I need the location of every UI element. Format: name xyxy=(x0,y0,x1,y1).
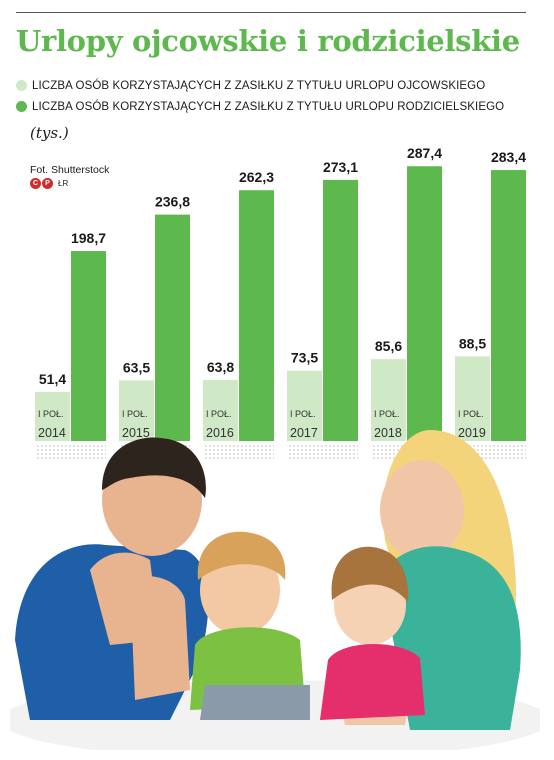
legend-label-paternity: LICZBA OSÓB KORZYSTAJĄCYCH Z ZASIŁKU Z T… xyxy=(32,79,486,92)
parental-bar-2015 xyxy=(155,214,190,441)
family-photo xyxy=(10,430,540,750)
legend-label-parental: LICZBA OSÓB KORZYSTAJĄCYCH Z ZASIŁKU Z T… xyxy=(32,100,505,113)
dotted-stripe-2016 xyxy=(203,444,274,460)
legend-dot-light-green-icon xyxy=(16,80,27,91)
legend-item-parental: LICZBA OSÓB KORZYSTAJĄCYCH Z ZASIŁKU Z T… xyxy=(16,96,536,117)
chart-title: Urlopy ojcowskie i rodzicielskie xyxy=(16,24,520,58)
legend-dot-green-icon xyxy=(16,101,27,112)
paternity-bar-2016 xyxy=(203,380,238,441)
parental-bar-2014 xyxy=(71,251,106,441)
category-label-top-2018: I POŁ. xyxy=(374,409,400,419)
category-label-year-2017: 2017 xyxy=(290,426,318,440)
paternity-value-label-2019: 88,5 xyxy=(459,335,486,351)
category-label-top-2019: I POŁ. xyxy=(458,409,484,419)
paternity-value-label-2016: 63,8 xyxy=(207,359,234,375)
paternity-bar-2015 xyxy=(119,380,154,441)
category-label-top-2014: I POŁ. xyxy=(38,409,64,419)
parental-value-label-2014: 198,7 xyxy=(71,230,106,246)
parental-value-label-2017: 273,1 xyxy=(323,159,358,175)
copyright-mark: C P ŁR xyxy=(30,178,68,189)
copyright-c-icon: C xyxy=(30,178,41,189)
parental-value-label-2015: 236,8 xyxy=(155,194,190,210)
dotted-stripe-2017 xyxy=(287,444,358,460)
paternity-value-label-2014: 51,4 xyxy=(39,371,66,387)
copyright-p-icon: P xyxy=(42,178,53,189)
copyright-extra: ŁR xyxy=(58,179,69,188)
category-label-year-2019: 2019 xyxy=(458,426,486,440)
paternity-bar-2014 xyxy=(35,391,70,441)
category-label-top-2017: I POŁ. xyxy=(290,409,316,419)
unit-label: (tys.) xyxy=(30,124,69,142)
category-label-year-2015: 2015 xyxy=(122,426,150,440)
parental-bar-2018 xyxy=(407,166,442,441)
paternity-bar-2017 xyxy=(287,370,322,441)
category-label-year-2016: 2016 xyxy=(206,426,234,440)
father-figure xyxy=(15,437,209,720)
category-label-top-2015: I POŁ. xyxy=(122,409,148,419)
paternity-value-label-2015: 63,5 xyxy=(123,359,150,375)
parental-bar-2017 xyxy=(323,179,358,442)
parental-bar-2019 xyxy=(491,170,526,442)
paternity-value-label-2018: 85,6 xyxy=(375,338,402,354)
parental-value-label-2018: 287,4 xyxy=(407,145,442,161)
legend: LICZBA OSÓB KORZYSTAJĄCYCH Z ZASIŁKU Z T… xyxy=(16,75,536,117)
boy-figure xyxy=(190,531,310,720)
dotted-stripe-2014 xyxy=(35,444,106,460)
top-rule xyxy=(16,12,526,13)
bar-chart: 51,4 198,7 I POŁ. 2014 63,5 236,8 I POŁ. 2015 63… xyxy=(35,145,526,460)
legend-item-paternity: LICZBA OSÓB KORZYSTAJĄCYCH Z ZASIŁKU Z T… xyxy=(16,75,536,96)
parental-value-label-2019: 283,4 xyxy=(491,149,526,165)
photo-credit: Fot. Shutterstock xyxy=(30,164,110,176)
category-label-year-2014: 2014 xyxy=(38,426,66,440)
paternity-bar-2018 xyxy=(371,359,406,441)
paternity-bar-2019 xyxy=(455,356,490,441)
category-label-top-2016: I POŁ. xyxy=(206,409,232,419)
category-label-year-2018: 2018 xyxy=(374,426,402,440)
paternity-value-label-2017: 73,5 xyxy=(291,350,318,366)
parental-bar-2016 xyxy=(239,190,274,441)
parental-value-label-2016: 262,3 xyxy=(239,169,274,185)
girl-figure xyxy=(320,546,425,720)
